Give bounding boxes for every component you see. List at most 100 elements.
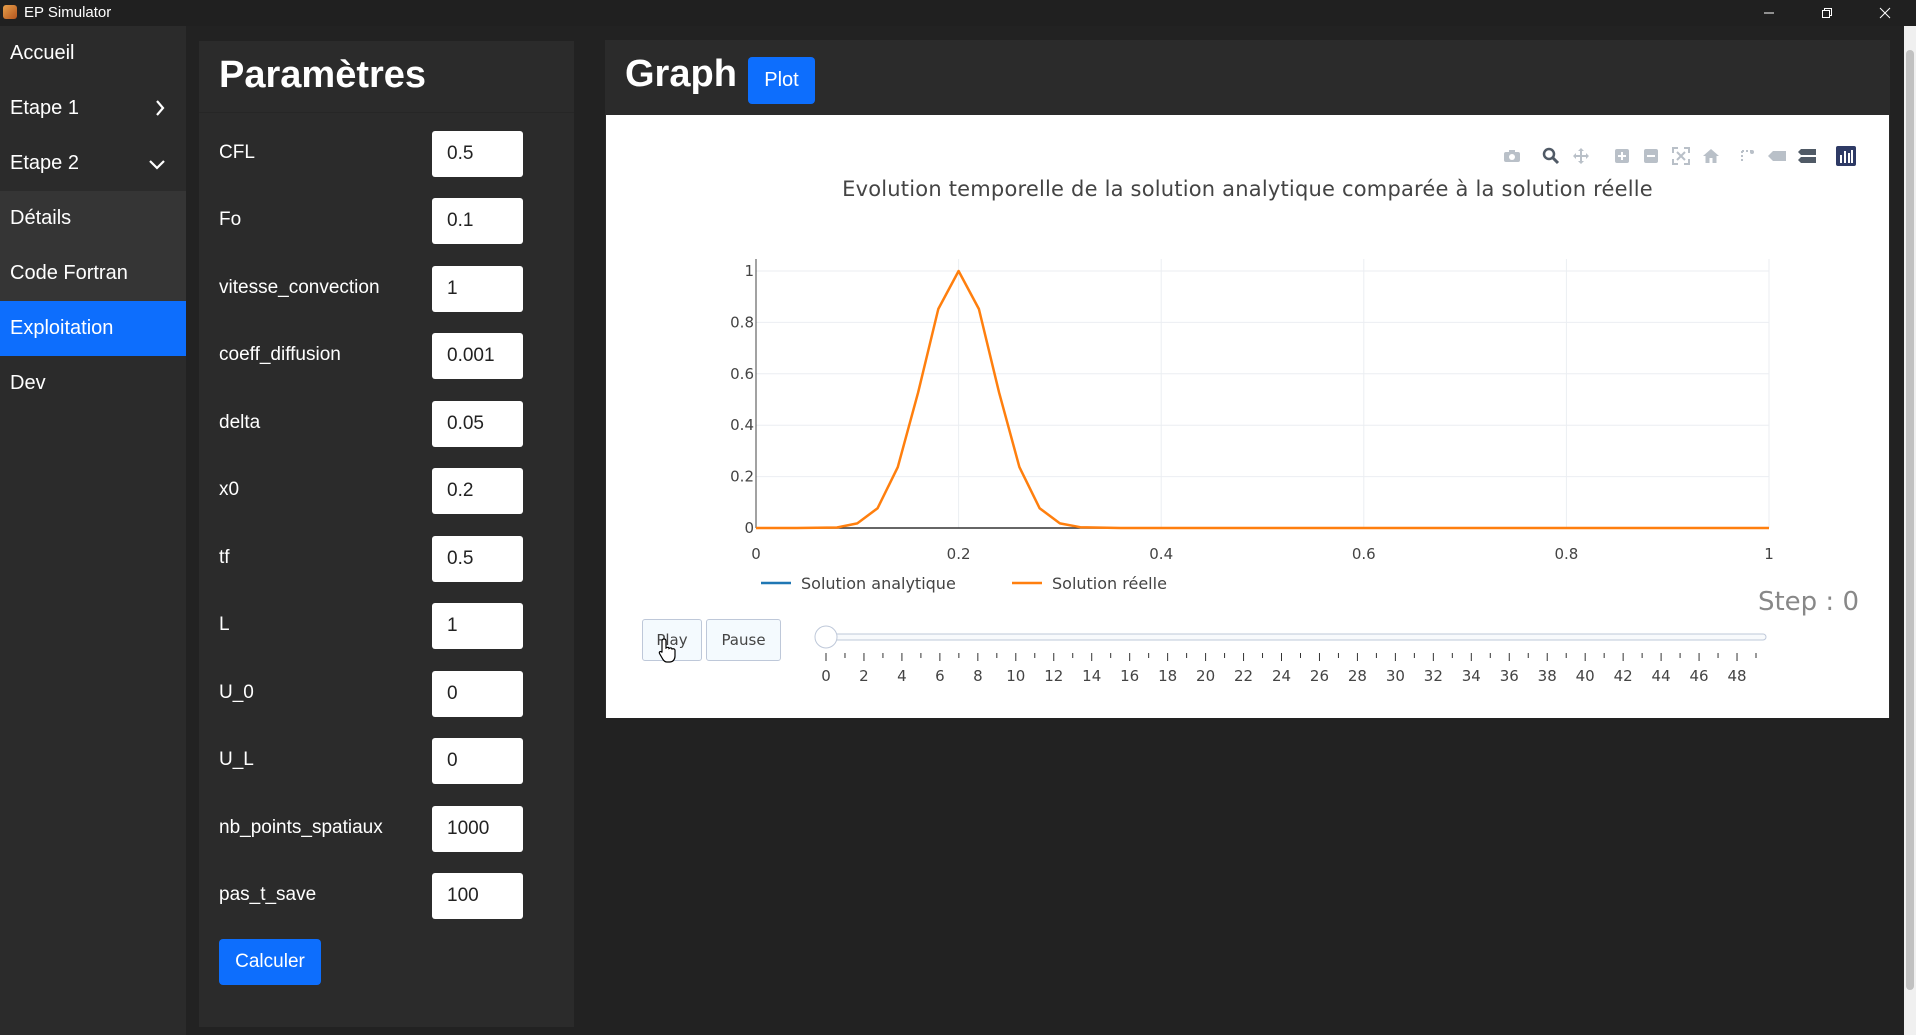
slider-tick-label: 20 [1196,667,1215,685]
slider-tick-label: 6 [935,667,945,685]
slider-tick-label: 42 [1614,667,1633,685]
plot-area: Evolution temporelle de la solution anal… [606,115,1889,718]
slider-tick-label: 12 [1044,667,1063,685]
x0-input[interactable] [432,468,523,514]
x-tick-label: 1 [1764,545,1774,563]
restore-icon [1822,8,1832,18]
fo-input[interactable] [432,198,523,244]
y-tick-label: 0 [744,519,754,537]
coeff-diffusion-input[interactable] [432,333,523,379]
spike-lines-icon[interactable] [1736,145,1758,167]
y-tick-label: 0.6 [730,365,754,383]
slider-tick-label: 4 [897,667,907,685]
pas-t-save-input[interactable] [432,873,523,919]
y-tick-label: 0.4 [730,416,754,434]
divider [199,112,574,113]
slider-handle[interactable] [814,625,838,649]
cfl-input[interactable] [432,131,523,177]
slider-rail [815,633,1767,641]
sidebar: Accueil Etape 1 Etape 2 Détails Code For… [0,26,186,1035]
chevron-down-icon [149,160,165,170]
y-tick-label: 0.8 [730,313,754,331]
nb-points-spatiaux-input[interactable] [432,806,523,852]
sidebar-item-label: Code Fortran [10,262,128,284]
y-tick-label: 0.2 [730,468,754,486]
param-label-u0: U_0 [219,682,254,703]
param-label-pas-t-save: pas_t_save [219,884,317,905]
plotly-logo-icon[interactable] [1835,145,1857,167]
param-label-x0: x0 [219,479,240,500]
zoom-icon[interactable] [1540,145,1562,167]
slider-tick-label: 28 [1348,667,1367,685]
slider-tick-label: 48 [1727,667,1746,685]
sidebar-item-etape-2[interactable]: Etape 2 [0,136,186,191]
chart-title: Evolution temporelle de la solution anal… [842,177,1653,201]
minimize-icon [1764,12,1774,14]
pause-button[interactable]: Pause [706,619,781,661]
restore-button[interactable] [1798,0,1856,26]
legend-label: Solution analytique [801,574,956,593]
sidebar-item-code-fortran[interactable]: Code Fortran [0,246,186,301]
sidebar-item-label: Détails [10,207,72,229]
u0-input[interactable] [432,671,523,717]
slider-tick-label: 34 [1462,667,1481,685]
slider-tick-label: 44 [1652,667,1671,685]
slider-tick-label: 32 [1424,667,1443,685]
l-input[interactable] [432,603,523,649]
minimize-button[interactable] [1740,0,1798,26]
slider-tick-label: 46 [1690,667,1709,685]
slider-tick-label: 22 [1234,667,1253,685]
param-label-fo: Fo [219,209,242,230]
chevron-right-icon [156,100,165,116]
slider-tick-label: 16 [1120,667,1139,685]
x-tick-label: 0.6 [1352,545,1376,563]
slider-tick-label: 38 [1538,667,1557,685]
slider-tick-label: 40 [1576,667,1595,685]
slider-tick-label: 24 [1272,667,1291,685]
ul-input[interactable] [432,738,523,784]
camera-icon[interactable] [1501,145,1523,167]
sidebar-item-label: Etape 2 [10,152,79,174]
x-tick-label: 0.4 [1149,545,1173,563]
slider-tick-label: 18 [1158,667,1177,685]
close-button[interactable] [1856,0,1914,26]
sidebar-item-etape-1[interactable]: Etape 1 [0,81,186,136]
param-label-tf: tf [219,547,230,568]
param-label-l: L [219,614,230,635]
param-label-nb-points-spatiaux: nb_points_spatiaux [219,817,383,838]
hover-closest-icon[interactable] [1766,145,1788,167]
x-tick-label: 0.2 [947,545,971,563]
parameters-title: Paramètres [219,54,427,96]
slider-tick-label: 8 [973,667,983,685]
app-icon [3,5,17,19]
autoscale-icon[interactable] [1670,145,1692,167]
sidebar-item-dev[interactable]: Dev [0,356,186,411]
param-label-delta: delta [219,412,261,433]
param-label-vitesse-convection: vitesse_convection [219,277,380,298]
sidebar-item-details[interactable]: Détails [0,191,186,246]
zoom-in-icon[interactable] [1611,145,1633,167]
window-title: EP Simulator [24,4,112,21]
hover-compare-icon[interactable] [1796,145,1818,167]
sidebar-item-accueil[interactable]: Accueil [0,26,186,81]
delta-input[interactable] [432,401,523,447]
vitesse-convection-input[interactable] [432,266,523,312]
zoom-out-icon[interactable] [1640,145,1662,167]
sidebar-item-label: Accueil [10,42,75,64]
slider-tick-label: 0 [821,667,831,685]
vertical-scrollbar[interactable] [1904,26,1916,1035]
slider-tick-label: 26 [1310,667,1329,685]
param-label-cfl: CFL [219,142,255,163]
sidebar-item-label: Exploitation [10,317,114,339]
reset-axes-icon[interactable] [1700,145,1722,167]
scrollbar-thumb[interactable] [1906,50,1914,990]
calculate-button[interactable]: Calculer [219,939,321,985]
pan-icon[interactable] [1570,145,1592,167]
sidebar-item-exploitation[interactable]: Exploitation [0,301,186,356]
slider-tick-label: 30 [1386,667,1405,685]
plot-button[interactable]: Plot [748,57,815,104]
tf-input[interactable] [432,536,523,582]
legend-label: Solution réelle [1052,574,1167,593]
hand-cursor-icon [658,638,676,663]
